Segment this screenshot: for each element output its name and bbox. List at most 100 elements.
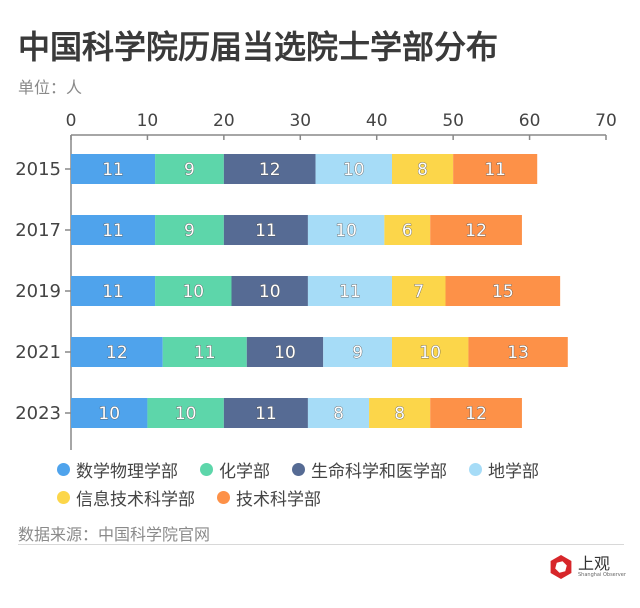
legend-item-math-physics: 数学物理学部 <box>57 457 178 482</box>
x-tick-label: 10 <box>137 111 159 131</box>
x-tick-label: 20 <box>213 111 235 131</box>
bar-segment <box>155 154 224 184</box>
bar-data-label: 7 <box>413 282 424 302</box>
bar-data-label: 10 <box>274 343 296 363</box>
bar-data-label: 10 <box>419 343 441 363</box>
bar-data-label: 11 <box>339 282 361 302</box>
legend-label: 生命科学和医学部 <box>311 461 447 482</box>
bar-data-label: 12 <box>465 404 487 424</box>
legend-label: 地学部 <box>488 461 539 482</box>
bar-data-label: 8 <box>394 404 405 424</box>
y-category-label: 2015 <box>15 159 61 180</box>
bar-segment <box>307 398 370 428</box>
y-category-label: 2019 <box>15 281 61 302</box>
x-tick-label: 40 <box>366 111 388 131</box>
legend-item-life-medical: 生命科学和医学部 <box>292 457 447 482</box>
bar-data-label: 10 <box>259 282 281 302</box>
logo-hexagon-icon <box>550 555 572 579</box>
bar-segment <box>369 398 431 428</box>
bar-segment <box>71 398 148 428</box>
bars: 11 9 12 10 8 11 11 9 11 10 6 12 11 10 10 11 7 15 12 11 10 9 10… <box>71 154 568 428</box>
legend-item-earth: 地学部 <box>469 457 539 482</box>
bar-data-label: 9 <box>184 160 195 180</box>
y-axis: 2015 2017 2019 2021 2023 <box>15 135 72 450</box>
x-tick-label: 50 <box>442 111 464 131</box>
bar-segment <box>392 154 454 184</box>
bar-segment <box>323 337 392 367</box>
bar-segment <box>71 276 156 306</box>
bar-data-label: 8 <box>417 160 428 180</box>
bar-segment <box>71 337 163 367</box>
legend-dot-icon <box>57 490 70 504</box>
divider <box>18 544 624 545</box>
bar-data-label: 9 <box>352 343 363 363</box>
x-tick-label: 30 <box>289 111 311 131</box>
bar-data-label: 11 <box>255 221 277 241</box>
bar-segment <box>147 398 224 428</box>
bar-segment <box>231 276 308 306</box>
bar-segment <box>162 337 247 367</box>
bar-segment <box>307 276 392 306</box>
stacked-bar-chart: 0 10 20 30 40 50 60 70 2015 2017 2019 2021 2023 11 9… <box>15 111 617 450</box>
bar-data-label: 11 <box>194 343 216 363</box>
legend-row-2: 信息技术科学部 技术科学部 <box>57 483 637 511</box>
bar-data-label: 10 <box>182 282 204 302</box>
legend-dot-icon <box>57 462 70 476</box>
bar-data-label: 10 <box>175 404 197 424</box>
legend-item-info-tech: 信息技术科学部 <box>57 485 195 510</box>
bar-data-label: 12 <box>106 343 128 363</box>
bar-data-label: 10 <box>98 404 120 424</box>
bar-segment <box>392 337 469 367</box>
legend-dot-icon <box>292 462 305 476</box>
bar-segment <box>307 215 385 245</box>
unit-label: 单位：人 <box>18 78 83 97</box>
bar-data-label: 12 <box>259 160 281 180</box>
legend-label: 技术科学部 <box>236 489 321 510</box>
y-category-label: 2021 <box>15 342 61 363</box>
legend-item-tech-science: 技术科学部 <box>217 485 321 510</box>
logo-chinese-text: 上观 <box>578 553 611 573</box>
bar-data-label: 10 <box>335 221 357 241</box>
logo-english-text: Shanghai Observer <box>578 571 626 578</box>
bar-data-label: 10 <box>343 160 365 180</box>
y-category-label: 2017 <box>15 220 61 241</box>
x-tick-label: 0 <box>66 111 77 131</box>
legend-label: 数学物理学部 <box>76 461 178 482</box>
bar-segment <box>71 215 156 245</box>
bar-segment <box>453 154 538 184</box>
bar-data-label: 13 <box>507 343 529 363</box>
bar-data-label: 8 <box>333 404 344 424</box>
bar-segment <box>223 154 316 184</box>
bar-data-label: 11 <box>102 221 124 241</box>
bar-data-label: 6 <box>402 221 413 241</box>
legend: 数学物理学部 化学部 生命科学和医学部 地学部 信息技术科学部 技术科学部 <box>57 455 637 511</box>
bar-segment <box>223 398 308 428</box>
bar-data-label: 11 <box>102 160 124 180</box>
bar-segment <box>223 215 308 245</box>
bar-segment <box>384 215 431 245</box>
bar-data-label: 11 <box>255 404 277 424</box>
bar-segment <box>246 337 324 367</box>
legend-row-1: 数学物理学部 化学部 生命科学和医学部 地学部 <box>57 455 637 483</box>
bar-segment <box>315 154 392 184</box>
legend-dot-icon <box>217 490 230 504</box>
legend-dot-icon <box>469 462 482 476</box>
shanghai-observer-logo: 上观 Shanghai Observer <box>548 554 626 580</box>
bar-segment <box>392 276 446 306</box>
legend-item-chemistry: 化学部 <box>200 457 270 482</box>
x-tick-label: 70 <box>595 111 617 131</box>
legend-label: 化学部 <box>219 461 270 482</box>
bar-data-label: 11 <box>484 160 506 180</box>
bar-segment <box>468 337 568 367</box>
legend-label: 信息技术科学部 <box>76 489 195 510</box>
chart-title: 中国科学院历届当选院士学部分布 <box>18 28 499 66</box>
bar-segment <box>430 215 522 245</box>
bar-segment <box>445 276 561 306</box>
data-source: 数据来源：中国科学院官网 <box>18 525 211 544</box>
bar-segment <box>155 215 224 245</box>
bar-data-label: 9 <box>184 221 195 241</box>
bar-data-label: 15 <box>492 282 514 302</box>
bar-data-label: 11 <box>102 282 124 302</box>
bar-data-label: 12 <box>465 221 487 241</box>
bar-segment <box>71 154 156 184</box>
